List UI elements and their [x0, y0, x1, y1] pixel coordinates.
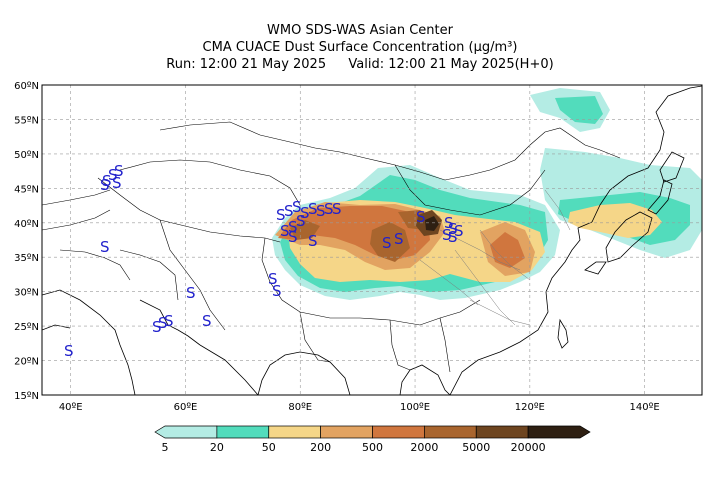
colorbar-segment: [475, 425, 529, 439]
colorbar-label: 2000: [410, 441, 439, 454]
dust-station-marker: S: [454, 222, 464, 240]
colorbar-segment: [320, 425, 373, 439]
dust-station-marker: S: [114, 162, 124, 180]
country-borders: [42, 121, 621, 373]
dust-station-marker: S: [308, 200, 318, 218]
lat-tick-label: 25ºN: [14, 322, 39, 333]
dust-station-marker: S: [112, 174, 122, 192]
dust-station-marker: S: [64, 342, 74, 360]
lon-tick-label: 80ºE: [288, 402, 312, 413]
colorbar-label: 500: [362, 441, 383, 454]
dust-station-marker: S: [100, 238, 110, 256]
lat-tick-label: 40ºN: [14, 219, 39, 230]
lat-tick-label: 35ºN: [14, 253, 39, 264]
dust-station-marker: S: [448, 228, 458, 246]
dust-station-marker: S: [300, 204, 310, 222]
dust-station-marker: S: [292, 198, 302, 216]
dust-station-marker: S: [324, 200, 334, 218]
dust-station-marker: S: [448, 220, 458, 238]
colorbar-label: 50: [261, 441, 276, 454]
dust-station-marker: S: [316, 202, 326, 220]
dust-station-marker: S: [268, 270, 278, 288]
province-borders: [419, 189, 571, 326]
run-valid-line: Run: 12:00 21 May 2025 Valid: 12:00 21 M…: [0, 56, 720, 73]
dust-station-marker: S: [158, 314, 168, 332]
dust-station-marker: S: [332, 200, 342, 218]
lon-tick-label: 60ºE: [174, 402, 198, 413]
dust-station-marker: S: [108, 166, 118, 184]
lat-tick-label: 60ºN: [14, 81, 39, 92]
colorbar-label: 200: [310, 441, 332, 454]
dust-station-marker: S: [442, 226, 452, 244]
valid-time-label: Valid: 12:00 21 May 2025(H+0): [348, 57, 554, 72]
dust-station-marker: S: [276, 206, 286, 224]
colorbar-label: 20: [209, 441, 224, 454]
dust-station-marker: S: [382, 234, 392, 252]
map-title: WMO SDS-WAS Asian Center: [267, 23, 453, 38]
colorbar-label: 5000: [462, 441, 491, 454]
lon-tick-label: 120ºE: [515, 402, 545, 413]
map-frame: [41, 84, 703, 396]
dust-station-marker: S: [152, 318, 162, 336]
lat-tick-label: 30ºN: [14, 288, 39, 299]
dust-station-marker: S: [296, 212, 306, 230]
lon-tick-label: 100ºE: [400, 402, 430, 413]
colorbar-label: 20000: [510, 441, 546, 454]
colorbar-segment: [268, 425, 321, 439]
colorbar-segment: [154, 425, 218, 439]
coastlines: [42, 85, 702, 395]
run-time-label: Run: 12:00 21 May 2025: [166, 57, 327, 72]
dust-station-marker: S: [416, 208, 426, 226]
lon-tick-label: 40ºE: [59, 402, 83, 413]
dust-station-marker: S: [444, 214, 454, 232]
dust-station-marker: S: [186, 284, 196, 302]
colorbar-segment: [527, 425, 591, 439]
dust-station-marker: S: [288, 228, 298, 246]
colorbar-segment: [216, 425, 270, 439]
lat-tick-label: 45ºN: [14, 184, 39, 195]
colorbar-label: 5: [161, 441, 169, 454]
dust-station-marker: S: [100, 176, 110, 194]
dust-station-marker: S: [102, 172, 112, 190]
colorbar-segment: [424, 425, 477, 439]
lat-tick-label: 50ºN: [14, 150, 39, 161]
dust-station-marker: S: [394, 230, 404, 248]
lat-tick-label: 55ºN: [14, 115, 39, 126]
lat-tick-label: 15ºN: [14, 391, 39, 402]
dust-station-marker: S: [164, 312, 174, 330]
dust-station-marker: S: [284, 202, 294, 220]
lon-tick-label: 140ºE: [630, 402, 660, 413]
dust-station-marker: S: [308, 232, 318, 250]
graticule: [42, 85, 702, 395]
dust-field-20000: [425, 216, 439, 231]
axis-ticks: 40ºE 60ºE 80ºE 100ºE 120ºE 140ºE 60ºN 55ºN 50ºN 4…: [14, 81, 660, 413]
dust-station-marker: S: [202, 312, 212, 330]
colorbar-segment: [372, 425, 425, 439]
colorbar: [154, 425, 591, 439]
dust-station-marker: S: [272, 282, 282, 300]
dust-station-marker: S: [288, 218, 298, 236]
map-subtitle: CMA CUACE Dust Surface Concentration (μg…: [202, 40, 518, 55]
lat-tick-label: 20ºN: [14, 357, 39, 368]
dust-station-marker: S: [280, 222, 290, 240]
